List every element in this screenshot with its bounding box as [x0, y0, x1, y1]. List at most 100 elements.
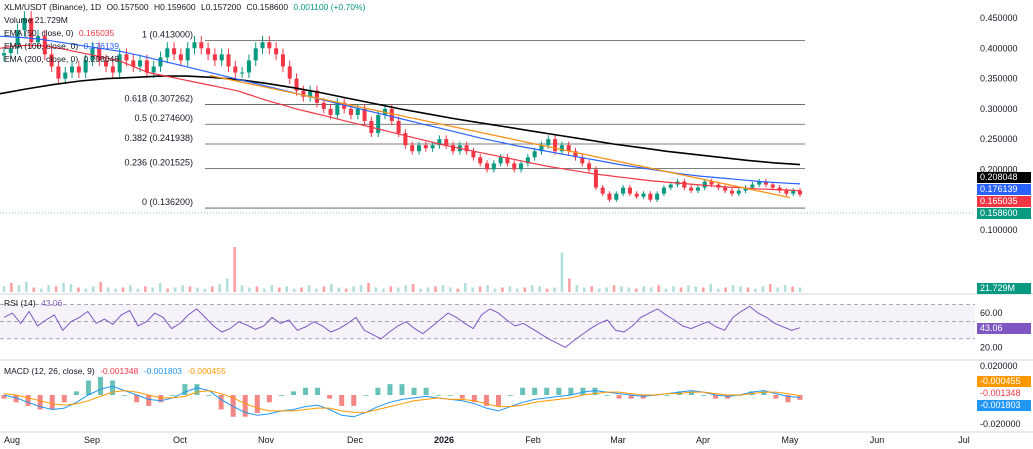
- volume-bar: [590, 286, 594, 292]
- volume-bar: [716, 288, 720, 292]
- volume-bar: [84, 288, 88, 292]
- volume-bar: [330, 284, 333, 292]
- volume-bar: [649, 287, 653, 292]
- volume-bar: [99, 281, 103, 292]
- candle-body: [22, 18, 27, 31]
- volume-bar: [196, 287, 199, 292]
- volume-bar: [694, 286, 698, 292]
- macd-histogram-bar: [664, 395, 670, 396]
- volume-bar: [337, 287, 341, 292]
- candle-body: [553, 139, 558, 152]
- volume-bar: [166, 288, 169, 292]
- candle-body: [274, 48, 279, 55]
- macd-line-value: -0.001803: [143, 366, 183, 376]
- fibonacci-levels: 1 (0.413000) 0.618 (0.307262) 0.5 (0.27460…: [124, 29, 805, 209]
- candle-body: [784, 190, 789, 194]
- volume-bar: [627, 287, 631, 292]
- candle-body: [138, 60, 143, 67]
- time-axis-label: Jul: [958, 435, 970, 445]
- volume-bar: [575, 285, 579, 292]
- symbol-label: XLM/USDT (Binance), 1D: [4, 2, 102, 12]
- macd-pane: [1, 376, 803, 418]
- volume-bar: [545, 288, 549, 292]
- candle-body: [709, 181, 714, 185]
- volume-bar: [270, 285, 274, 292]
- volume-bar: [292, 288, 296, 292]
- close-price-tag: 0.158600: [977, 208, 1031, 219]
- candle-body: [621, 187, 626, 194]
- volume-bar: [687, 285, 690, 292]
- volume-bar: [181, 285, 184, 292]
- volume-bar: [374, 287, 378, 292]
- volume-bar: [471, 287, 474, 292]
- volume-bar: [739, 286, 742, 292]
- volume-bar: [54, 286, 58, 292]
- ema50-label: EMA (50, close, 0): [4, 28, 74, 38]
- volume-bar: [679, 287, 683, 292]
- macd-histogram-bar: [580, 387, 586, 395]
- macd-histogram-bar: [315, 387, 321, 395]
- candle-body: [587, 163, 592, 170]
- volume-bar: [322, 286, 326, 292]
- ema200-label: EMA (200, close, 0): [4, 54, 79, 64]
- macd-histogram-bar: [508, 395, 514, 396]
- candle-body: [1, 53, 7, 56]
- candle-body: [233, 66, 238, 73]
- candle-body: [321, 102, 326, 109]
- volume-bar: [411, 284, 415, 292]
- candle-body: [539, 145, 544, 152]
- volume-bar: [263, 288, 266, 292]
- rsi-tick-label: 20.00: [980, 342, 1003, 352]
- candle-body: [117, 54, 122, 73]
- volume-bar: [731, 285, 735, 292]
- price-tick-label: 0.300000: [980, 104, 1018, 114]
- macd-histogram-bar: [182, 384, 188, 395]
- candle-body: [294, 78, 299, 91]
- volume-bar: [791, 286, 794, 292]
- macd-histogram-bar: [761, 391, 767, 395]
- change-value: 0.001100 (+0.70%): [293, 2, 366, 12]
- macd-histogram-bar: [773, 395, 779, 399]
- volume-bar: [210, 286, 214, 292]
- candle-body: [410, 145, 415, 152]
- price-tick-label: 0.250000: [980, 134, 1018, 144]
- macd-signal-tag: -0.000455: [977, 376, 1031, 387]
- time-axis-label: May: [781, 435, 799, 445]
- macd-histogram-bar: [1, 395, 7, 399]
- volume-label: Volume 21.729M: [4, 15, 68, 25]
- volume-bar: [121, 287, 125, 292]
- macd-signal-line: [3, 390, 801, 413]
- candle-body: [750, 184, 755, 188]
- volume-bar: [233, 247, 236, 292]
- candle-body: [396, 120, 401, 134]
- candle-body: [430, 145, 435, 149]
- candle-body: [743, 187, 748, 191]
- macd-histogram-bar: [134, 395, 140, 403]
- candle-body: [614, 193, 619, 200]
- time-axis-label: 2026: [434, 435, 454, 445]
- volume-bar: [463, 283, 467, 292]
- candle-body: [76, 66, 81, 73]
- macd-line-tag: -0.001803: [977, 400, 1031, 411]
- candle-body: [110, 66, 115, 73]
- candle-body: [519, 163, 524, 170]
- fib-level-label: 0.618 (0.307262): [124, 93, 193, 103]
- candle-body: [532, 151, 537, 158]
- legend-volume-row: Volume 21.729M: [4, 15, 71, 26]
- price-tick-label: 0.400000: [980, 43, 1018, 53]
- macd-histogram-bar: [85, 380, 91, 395]
- candle-body: [648, 193, 653, 200]
- volume-bar: [493, 288, 497, 292]
- candle-body: [97, 48, 102, 61]
- macd-histogram-bar: [423, 387, 429, 395]
- candle-body: [770, 184, 775, 188]
- volume-bar: [635, 288, 638, 292]
- candle-body: [573, 151, 578, 158]
- volume-bar: [754, 288, 757, 292]
- macd-histogram-bar: [447, 395, 453, 396]
- candle-body: [777, 187, 782, 191]
- volume-bar: [307, 285, 311, 292]
- volume-bar: [218, 284, 222, 292]
- candle-body: [444, 139, 449, 146]
